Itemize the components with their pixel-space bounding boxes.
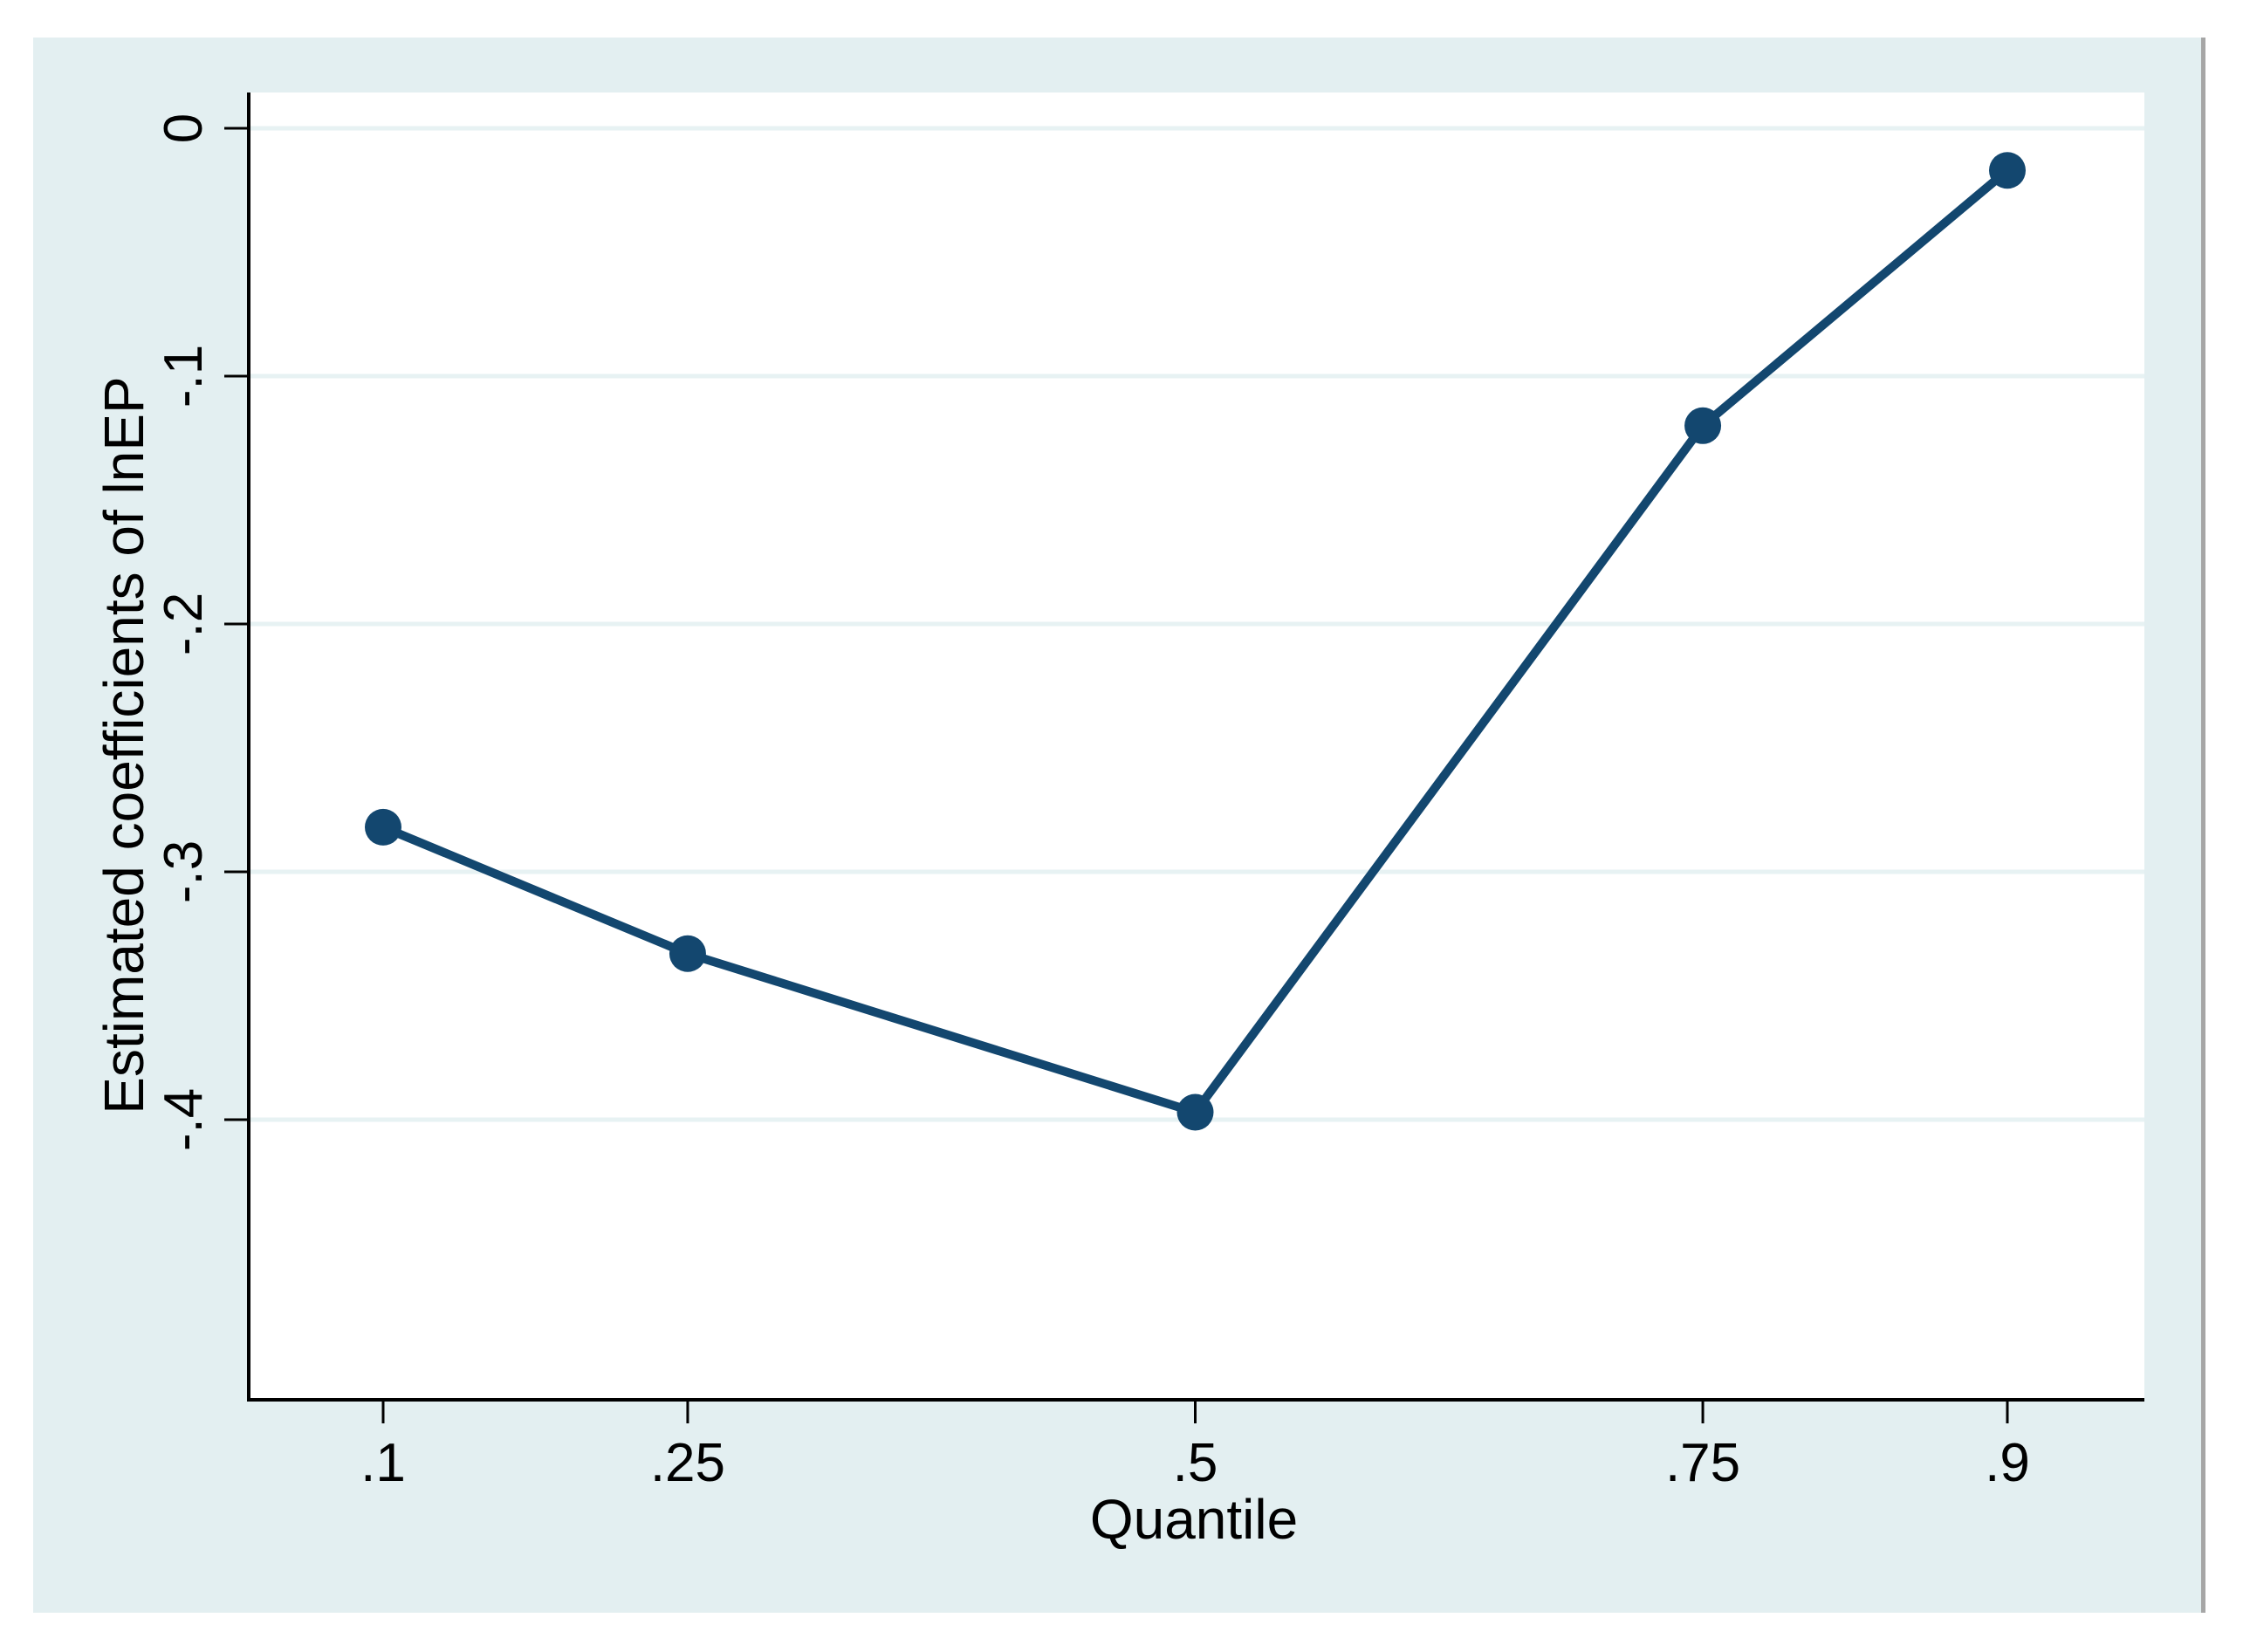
x-tick-label: .75 bbox=[1664, 1433, 1741, 1493]
axes-group bbox=[247, 93, 2144, 1402]
data-point-marker bbox=[1684, 407, 1722, 444]
data-series-group bbox=[365, 152, 2026, 1131]
x-tick-label: .5 bbox=[1172, 1433, 1218, 1493]
y-tick-label: -.1 bbox=[154, 344, 214, 408]
x-tick-label: .25 bbox=[649, 1433, 726, 1493]
tick-marks-group bbox=[224, 127, 2009, 1423]
data-point-marker bbox=[365, 808, 401, 846]
plot-area bbox=[247, 93, 2144, 1398]
x-tick-label: .1 bbox=[360, 1433, 406, 1493]
gridlines-group bbox=[247, 126, 2144, 1122]
y-axis-title: Estimated coefficients of lnEP bbox=[93, 376, 155, 1114]
series-line bbox=[379, 166, 2012, 1117]
y-tick-label: -.2 bbox=[154, 592, 214, 656]
data-point-marker bbox=[1989, 152, 2026, 189]
y-tick-label: -.3 bbox=[154, 840, 214, 904]
x-axis-title: Quantile bbox=[1089, 1488, 1299, 1551]
y-tick-label: 0 bbox=[154, 113, 214, 144]
data-point-marker bbox=[669, 935, 706, 972]
x-tick-label: .9 bbox=[1985, 1433, 2030, 1493]
data-point-marker bbox=[1176, 1093, 1214, 1131]
y-tick-label: -.4 bbox=[154, 1087, 214, 1152]
window-border-strip bbox=[2201, 38, 2205, 1613]
